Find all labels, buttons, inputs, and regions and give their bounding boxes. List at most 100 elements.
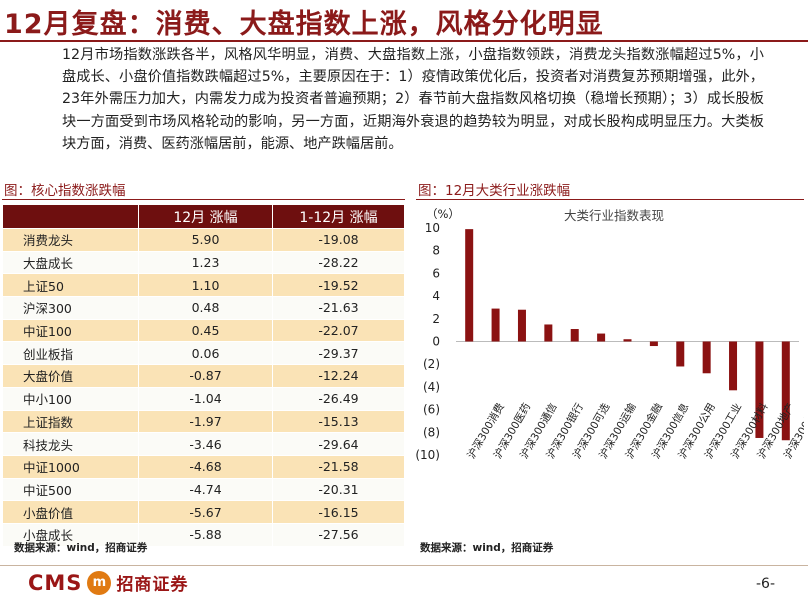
bar	[570, 329, 579, 342]
title-divider	[0, 40, 808, 42]
index-name-cell: 小盘价值	[2, 500, 139, 524]
bar	[729, 341, 738, 391]
chart-source-note: 数据来源：wind，招商证券	[420, 542, 554, 554]
table-row: 沪深300 0.48 -21.63	[2, 296, 405, 320]
table-header-dec: 12月 涨幅	[138, 204, 273, 229]
ytd-change-cell: -19.52	[272, 273, 405, 298]
y-tick-label: (2)	[423, 357, 440, 371]
ytd-change-cell: -15.13	[272, 409, 405, 434]
bar	[544, 324, 553, 342]
index-name-cell: 消费龙头	[2, 228, 139, 252]
y-tick-label: 8	[432, 244, 440, 258]
index-name-cell: 上证指数	[2, 409, 139, 434]
table-row: 中证1000 -4.68 -21.58	[2, 454, 405, 479]
page-title: 12月复盘：消费、大盘指数上涨，风格分化明显	[4, 9, 604, 40]
dec-change-cell: -3.46	[138, 432, 273, 456]
y-tick-label: 10	[425, 221, 440, 235]
y-tick-label: 0	[432, 335, 440, 349]
index-name-cell: 科技龙头	[2, 432, 139, 456]
table-row: 中证500 -4.74 -20.31	[2, 477, 405, 502]
index-name-cell: 中证100	[2, 318, 139, 343]
ytd-change-cell: -16.15	[272, 500, 405, 524]
chart-title: 大类行业指数表现	[564, 208, 664, 223]
index-name-cell: 沪深300	[2, 296, 139, 320]
dec-change-cell: -1.04	[138, 386, 273, 411]
y-tick-label: (10)	[415, 448, 440, 462]
table-header-ytd: 1-12月 涨幅	[272, 204, 405, 229]
bar	[649, 341, 658, 347]
table-row: 小盘成长 -5.88 -27.56	[2, 522, 405, 547]
dec-change-cell: -0.87	[138, 364, 273, 388]
y-tick-label: (8)	[423, 425, 440, 439]
dec-change-cell: -5.88	[138, 522, 273, 547]
dec-change-cell: 5.90	[138, 228, 273, 252]
table-source-note: 数据来源：wind，招商证券	[14, 542, 148, 554]
bar	[465, 229, 474, 342]
chart-caption: 图：12月大类行业涨跌幅	[418, 183, 571, 199]
table-row: 上证50 1.10 -19.52	[2, 273, 405, 298]
dec-change-cell: 0.48	[138, 296, 273, 320]
ytd-change-cell: -26.49	[272, 386, 405, 411]
chart-caption-divider	[416, 199, 804, 200]
index-name-cell: 中小100	[2, 386, 139, 411]
bar	[517, 309, 526, 342]
table-caption: 图：核心指数涨跌幅	[4, 183, 126, 199]
y-tick-label: 2	[432, 312, 440, 326]
table-header-name	[2, 204, 139, 229]
dec-change-cell: -4.74	[138, 477, 273, 502]
dec-change-cell: -4.68	[138, 454, 273, 479]
index-name-cell: 中证500	[2, 477, 139, 502]
table-row: 中证100 0.45 -22.07	[2, 318, 405, 343]
dec-change-cell: 1.23	[138, 250, 273, 275]
dec-change-cell: 1.10	[138, 273, 273, 298]
bar	[781, 341, 790, 441]
y-tick-label: (4)	[423, 380, 440, 394]
ytd-change-cell: -28.22	[272, 250, 405, 275]
ytd-change-cell: -12.24	[272, 364, 405, 388]
y-tick-label: 4	[432, 289, 440, 303]
index-name-cell: 上证50	[2, 273, 139, 298]
bar	[623, 339, 632, 342]
table-body: 消费龙头 5.90 -19.08 大盘成长 1.23 -28.22 上证50 1.10 -19.…	[2, 228, 405, 547]
ytd-change-cell: -22.07	[272, 318, 405, 343]
table-row: 中小100 -1.04 -26.49	[2, 386, 405, 411]
index-name-cell: 大盘价值	[2, 364, 139, 388]
dec-change-cell: 0.45	[138, 318, 273, 343]
index-name-cell: 创业板指	[2, 341, 139, 366]
table-caption-divider	[2, 199, 405, 200]
bar	[755, 341, 764, 438]
logo-cms-text: CMS	[28, 570, 83, 595]
bar	[491, 308, 500, 342]
ytd-change-cell: -21.58	[272, 454, 405, 479]
summary-paragraph: 12月市场指数涨跌各半，风格风华明显，消费、大盘指数上涨，小盘指数领跌，消费龙头…	[62, 47, 764, 152]
table-row: 消费龙头 5.90 -19.08	[2, 228, 405, 252]
table-header-row: 12月 涨幅 1-12月 涨幅	[2, 204, 405, 229]
ytd-change-cell: -19.08	[272, 228, 405, 252]
dec-change-cell: 0.06	[138, 341, 273, 366]
footer-divider	[0, 565, 808, 566]
company-logo: CMS m 招商证券	[28, 570, 188, 595]
y-axis-label: （%）	[426, 207, 460, 221]
logo-mark-icon: m	[87, 570, 112, 595]
table-row: 科技龙头 -3.46 -29.64	[2, 432, 405, 456]
ytd-change-cell: -27.56	[272, 522, 405, 547]
index-name-cell: 中证1000	[2, 454, 139, 479]
logo-company-name: 招商证券	[116, 575, 189, 595]
table-row: 大盘成长 1.23 -28.22	[2, 250, 405, 275]
table-row: 小盘价值 -5.67 -16.15	[2, 500, 405, 524]
bar	[702, 341, 711, 374]
core-index-table: 12月 涨幅 1-12月 涨幅 消费龙头 5.90 -19.08 大盘成长 1.23 -2…	[2, 204, 405, 547]
table-row: 大盘价值 -0.87 -12.24	[2, 364, 405, 388]
index-name-cell: 小盘成长	[2, 522, 139, 547]
ytd-change-cell: -20.31	[272, 477, 405, 502]
y-tick-label: (6)	[423, 403, 440, 417]
ytd-change-cell: -29.37	[272, 341, 405, 366]
ytd-change-cell: -29.64	[272, 432, 405, 456]
index-name-cell: 大盘成长	[2, 250, 139, 275]
bar	[676, 341, 685, 367]
table-row: 上证指数 -1.97 -15.13	[2, 409, 405, 434]
y-tick-label: 6	[432, 266, 440, 280]
dec-change-cell: -5.67	[138, 500, 273, 524]
ytd-change-cell: -21.63	[272, 296, 405, 320]
page-number: -6-	[756, 576, 776, 592]
